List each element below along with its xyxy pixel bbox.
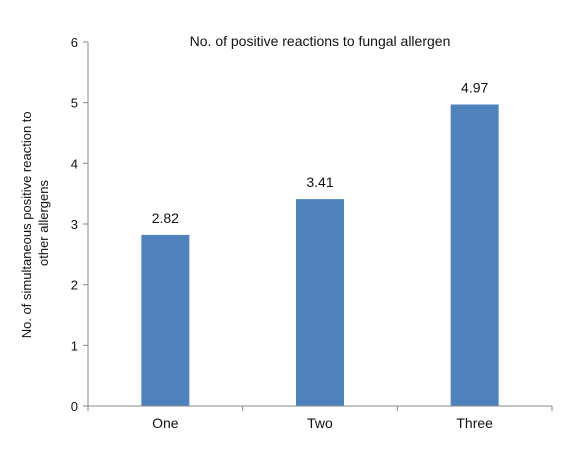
y-tick-label: 1	[71, 338, 78, 353]
x-tick-labels: One Two Three	[152, 415, 493, 431]
data-label: 4.97	[461, 79, 488, 95]
data-label: 2.82	[152, 210, 179, 226]
x-tick-label: Two	[307, 415, 333, 431]
data-label: 3.41	[306, 174, 333, 190]
x-tick-label: Three	[456, 415, 493, 431]
y-tick-label: 3	[71, 217, 78, 232]
y-tick-label: 2	[71, 278, 78, 293]
data-labels: 2.82 3.41 4.97	[152, 79, 489, 225]
bars-layer	[141, 104, 499, 406]
bar-two	[296, 199, 344, 406]
y-ticks: 0 1 2 3 4 5 6	[71, 35, 553, 414]
y-tick-label: 4	[71, 156, 78, 171]
y-axis-title: No. of simultaneous positive reaction to…	[19, 108, 51, 339]
bar-three	[450, 104, 499, 406]
y-tick-label: 6	[71, 35, 78, 50]
y-tick-label: 0	[71, 399, 78, 414]
y-axis-title-line-1: No. of simultaneous positive reaction to	[19, 111, 34, 338]
bar-one	[141, 234, 190, 406]
chart-title: No. of positive reactions to fungal alle…	[190, 33, 451, 49]
x-tick-label: One	[152, 415, 179, 431]
y-tick-label: 5	[71, 96, 78, 111]
y-axis-title-line-2: other allergens	[36, 180, 51, 266]
